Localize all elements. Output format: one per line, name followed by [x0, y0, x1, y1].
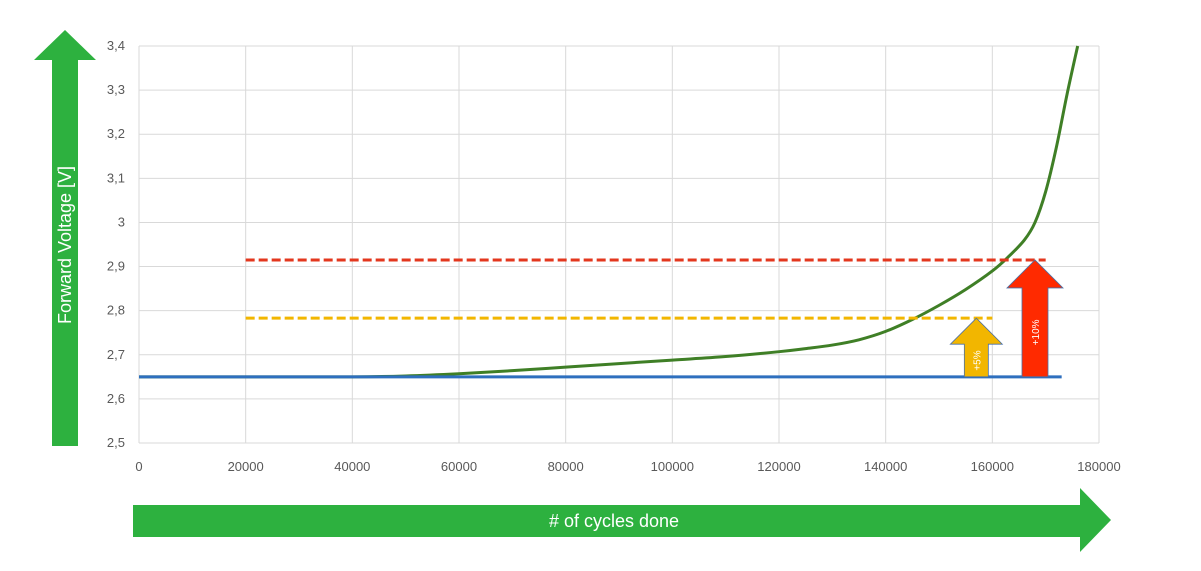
annotation-label: +10%	[1031, 319, 1042, 345]
y-arrow-shape	[34, 30, 96, 446]
x-tick-label: 140000	[864, 459, 907, 474]
annotation-arrow	[949, 317, 1004, 378]
x-tick-label: 100000	[651, 459, 694, 474]
annotation-label: +5%	[972, 350, 983, 370]
x-arrow-shape	[133, 488, 1111, 552]
x-axis-title: # of cycles done	[549, 511, 679, 531]
annotation-arrow	[1006, 259, 1064, 378]
series-lines	[139, 45, 1080, 379]
x-tick-label: 20000	[228, 459, 264, 474]
y-tick-label: 2,5	[107, 435, 125, 450]
x-tick-label: 180000	[1077, 459, 1120, 474]
x-tick-label: 0	[135, 459, 142, 474]
y-tick-labels: 2,5 2,6 2,7 2,8 2,9 3 3,1 3,2 3,3 3,4	[107, 38, 125, 450]
x-tick-label: 160000	[971, 459, 1014, 474]
grid	[138, 45, 1100, 444]
y-tick-label: 3	[118, 214, 125, 229]
x-tick-label: 60000	[441, 459, 477, 474]
x-tick-labels: 0 20000 40000 60000 80000 100000 120000 140000 1…	[135, 459, 1120, 474]
y-tick-label: 3,1	[107, 170, 125, 185]
y-tick-label: 2,6	[107, 391, 125, 406]
y-axis-arrow: Forward Voltage [V]	[34, 30, 96, 446]
y-tick-label: 2,7	[107, 347, 125, 362]
y-tick-label: 3,2	[107, 126, 125, 141]
y-tick-label: 2,8	[107, 303, 125, 318]
y-tick-label: 3,4	[107, 38, 125, 53]
annotation-arrows: +5% +10%	[949, 259, 1064, 378]
y-tick-label: 3,3	[107, 82, 125, 97]
x-tick-label: 40000	[334, 459, 370, 474]
x-tick-label: 120000	[757, 459, 800, 474]
x-axis-arrow: # of cycles done	[133, 488, 1111, 552]
series-line-1	[139, 45, 1080, 379]
x-tick-label: 80000	[548, 459, 584, 474]
y-tick-label: 2,9	[107, 259, 125, 274]
y-axis-title: Forward Voltage [V]	[55, 166, 75, 324]
